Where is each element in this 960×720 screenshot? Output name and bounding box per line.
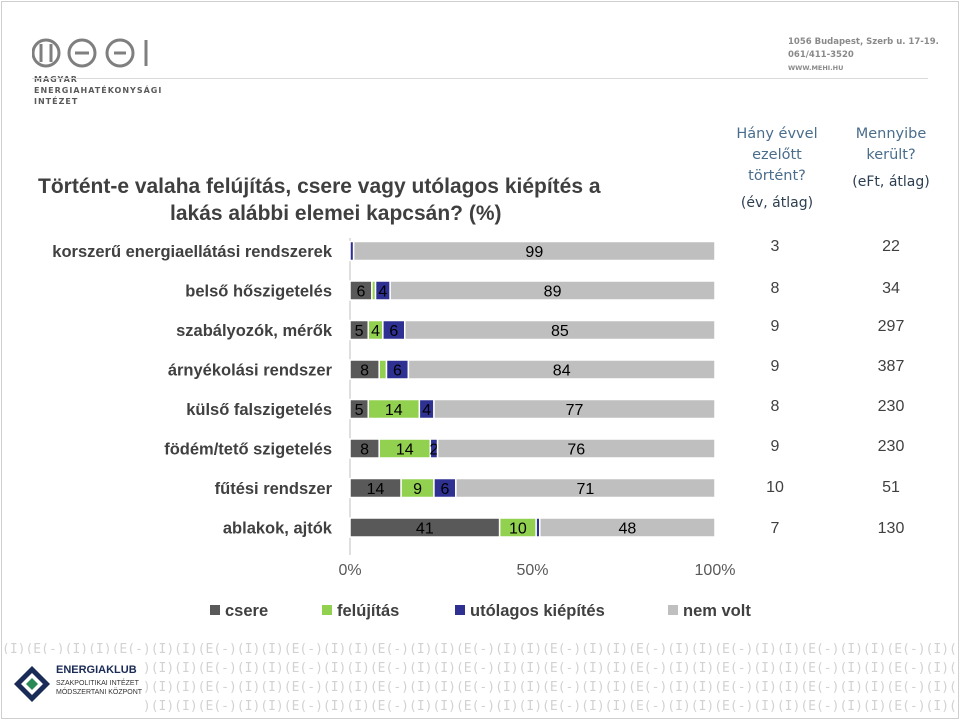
- cost-value: 387: [877, 358, 905, 375]
- mehi-logo: [32, 38, 148, 68]
- cost-value: 230: [877, 438, 905, 455]
- years-value: 7: [770, 520, 780, 537]
- data-label: 2: [429, 442, 438, 459]
- category-label: külső falszigetelés: [186, 401, 332, 419]
- bar-segment: [433, 398, 716, 420]
- years-value: 10: [766, 479, 784, 496]
- legend-label: utólagos kiépítés: [470, 602, 605, 620]
- bar-segment: [455, 477, 716, 499]
- cost-value: 22: [882, 238, 900, 255]
- legend-swatch: [668, 605, 678, 615]
- x-tick-label: 50%: [516, 562, 548, 579]
- cost-value: 130: [877, 520, 905, 537]
- header-divider: [32, 78, 928, 79]
- energiaklub-name: ENERGIAKLUB: [56, 664, 137, 676]
- category-label: szabályozók, mérők: [176, 322, 333, 340]
- legend-swatch: [455, 605, 465, 615]
- stacked-bar-chart: korszerű energiaellátási rendszerek 99 bel…: [52, 238, 751, 620]
- data-label: 5: [355, 323, 364, 340]
- cost-column-header: Mennyibe került? (eFt, átlag): [852, 126, 930, 190]
- data-label: 6: [389, 323, 398, 340]
- bar-segment: [436, 438, 716, 459]
- data-label: 14: [385, 402, 403, 419]
- data-label: 8: [360, 363, 369, 380]
- energiaklub-logo-box: [2, 654, 144, 716]
- bar-segment: [539, 517, 716, 538]
- legend-label: csere: [225, 602, 268, 620]
- data-label: 77: [566, 402, 584, 419]
- data-label: 4: [371, 323, 380, 340]
- bar-segment: [404, 319, 716, 341]
- data-label: 48: [619, 521, 637, 538]
- website-link[interactable]: WWW.MEHI.HU: [788, 64, 844, 72]
- bar-segment: [352, 240, 716, 262]
- legend-label: nem volt: [683, 602, 751, 620]
- data-label: 5: [355, 402, 364, 419]
- energiaklub-logo-icon: [14, 666, 50, 702]
- data-label: 6: [440, 481, 449, 498]
- data-label: 99: [525, 244, 543, 261]
- category-label: ablakok, ajtók: [223, 520, 333, 538]
- category-label: födém/tető szigetelés: [164, 441, 332, 459]
- legend-swatch: [322, 605, 332, 615]
- category-label: fűtési rendszer: [215, 480, 333, 498]
- bar-segment: [378, 359, 388, 380]
- data-label: 84: [553, 363, 571, 380]
- years-value: 9: [770, 358, 780, 375]
- footer-pattern: (I)(E(-)(I)(I)(E(-)(I)(I)(E(-)(I)(I)(E(-…: [2, 642, 958, 714]
- data-label: 10: [509, 521, 527, 538]
- years-value: 9: [770, 438, 780, 455]
- data-label: 14: [396, 442, 414, 459]
- category-label: korszerű energiaellátási rendszerek: [52, 243, 333, 261]
- data-label: 14: [367, 481, 385, 498]
- energiaklub-subtitle: SZAKPOLITIKAI INTÉZET MÓDSZERTANI KÖZPON…: [56, 680, 143, 696]
- data-label: 4: [378, 284, 387, 301]
- data-label: 41: [416, 521, 434, 538]
- cost-value: 230: [877, 398, 905, 415]
- logo-caption: MAGYAR ENERGIAHATÉKONYSÁGI INTÉZET: [34, 75, 163, 106]
- address-block: 1056 Budapest, Szerb u. 17-19. 061/411-3…: [788, 36, 939, 75]
- bar-segment: [389, 280, 716, 301]
- data-label: 89: [544, 284, 562, 301]
- years-value: 9: [770, 318, 780, 335]
- x-tick-label: 0%: [338, 562, 361, 579]
- x-tick-label: 100%: [695, 562, 736, 579]
- phone-line: 061/411-3520: [788, 50, 854, 60]
- slide-title: Történt-e valaha felújítás, csere vagy u…: [38, 175, 601, 225]
- legend-swatch: [210, 605, 220, 615]
- data-label: 6: [393, 363, 402, 380]
- years-value: 8: [770, 280, 780, 297]
- cost-value: 51: [882, 479, 900, 496]
- address-line: 1056 Budapest, Szerb u. 17-19.: [788, 37, 939, 47]
- data-label: 8: [360, 442, 369, 459]
- years-column-header: Hány évvel ezelőtt történt? (év, átlag): [736, 126, 818, 211]
- legend-label: felújítás: [337, 602, 399, 620]
- data-label: 6: [356, 284, 365, 301]
- data-label: 4: [422, 402, 431, 419]
- years-value: 3: [770, 238, 780, 255]
- cost-value: 297: [877, 318, 905, 335]
- data-label: 76: [567, 442, 585, 459]
- data-label: 71: [577, 481, 595, 498]
- data-label: 9: [413, 481, 422, 498]
- category-label: belső hőszigetelés: [185, 283, 332, 301]
- bar-segment: [407, 359, 716, 380]
- years-value: 8: [770, 398, 780, 415]
- cost-value: 34: [882, 280, 900, 297]
- category-label: árnyékolási rendszer: [168, 362, 333, 380]
- data-label: 85: [551, 323, 569, 340]
